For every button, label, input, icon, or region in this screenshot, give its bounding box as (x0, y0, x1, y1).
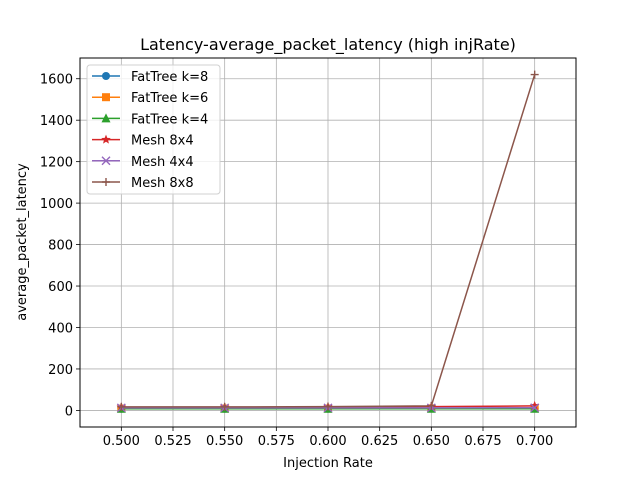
data-point (220, 402, 229, 411)
x-tick-label: 0.575 (258, 434, 295, 449)
legend-box (86, 64, 221, 195)
legend-label: FatTree k=4 (131, 112, 208, 127)
legend-marker (102, 72, 110, 80)
y-tick-label: 1400 (40, 114, 73, 129)
legend-marker (101, 134, 111, 144)
series-mesh-8x8 (117, 70, 539, 411)
legend-marker (101, 113, 111, 123)
series-layer (116, 70, 540, 413)
x-tick-label: 0.525 (154, 434, 191, 449)
y-tick-label: 1000 (40, 197, 73, 212)
x-tick-label: 0.700 (516, 434, 553, 449)
legend-marker (101, 156, 111, 166)
x-tick-label: 0.675 (464, 434, 501, 449)
data-point (117, 402, 126, 411)
x-tick-label: 0.550 (206, 434, 243, 449)
legend-item: Mesh 4x4 (92, 155, 194, 170)
x-tick-label: 0.650 (413, 434, 450, 449)
y-tick-label: 800 (48, 239, 73, 254)
y-tick-label: 1600 (40, 73, 73, 88)
data-point (530, 70, 539, 79)
x-tick-label: 0.600 (309, 434, 346, 449)
legend-label: FatTree k=6 (131, 91, 208, 106)
legend-item: Mesh 8x4 (92, 134, 194, 149)
x-axis-label: Injection Rate (283, 456, 373, 471)
legend-label: FatTree k=8 (131, 70, 208, 85)
legend-marker (102, 93, 110, 102)
x-tick-label: 0.625 (361, 434, 398, 449)
data-point (530, 403, 540, 413)
data-point (324, 402, 332, 411)
y-axis-label: average_packet_latency (15, 163, 30, 321)
y-tick-label: 600 (48, 280, 73, 295)
legend-item: Mesh 8x8 (92, 176, 194, 191)
data-point (529, 400, 540, 410)
legend-label: Mesh 8x4 (131, 134, 194, 149)
y-axis: 0 200 400 600 800 1000 1200 1400 1600 (40, 73, 80, 419)
legend-item: FatTree k=8 (92, 70, 208, 85)
y-tick-label: 200 (48, 363, 73, 378)
legend-marker (102, 178, 110, 186)
data-point (427, 401, 436, 410)
legend-item: FatTree k=6 (92, 91, 208, 106)
legend-label: Mesh 8x8 (131, 176, 194, 191)
legend-item: FatTree k=4 (92, 112, 208, 127)
x-tick-label: 0.500 (103, 434, 140, 449)
y-tick-label: 400 (48, 321, 73, 336)
legend-label: Mesh 4x4 (131, 155, 194, 170)
legend: FatTree k=8 FatTree k=6 FatTree k=4 Mesh 8x… (86, 64, 221, 195)
y-tick-label: 1200 (40, 156, 73, 171)
grid (80, 58, 576, 427)
y-tick-label: 0 (65, 404, 73, 419)
x-axis: 0.500 0.525 0.550 0.575 0.600 0.625 0.650 0.675… (103, 427, 553, 449)
chart-title: Latency-average_packet_latency (high inj… (140, 35, 516, 55)
